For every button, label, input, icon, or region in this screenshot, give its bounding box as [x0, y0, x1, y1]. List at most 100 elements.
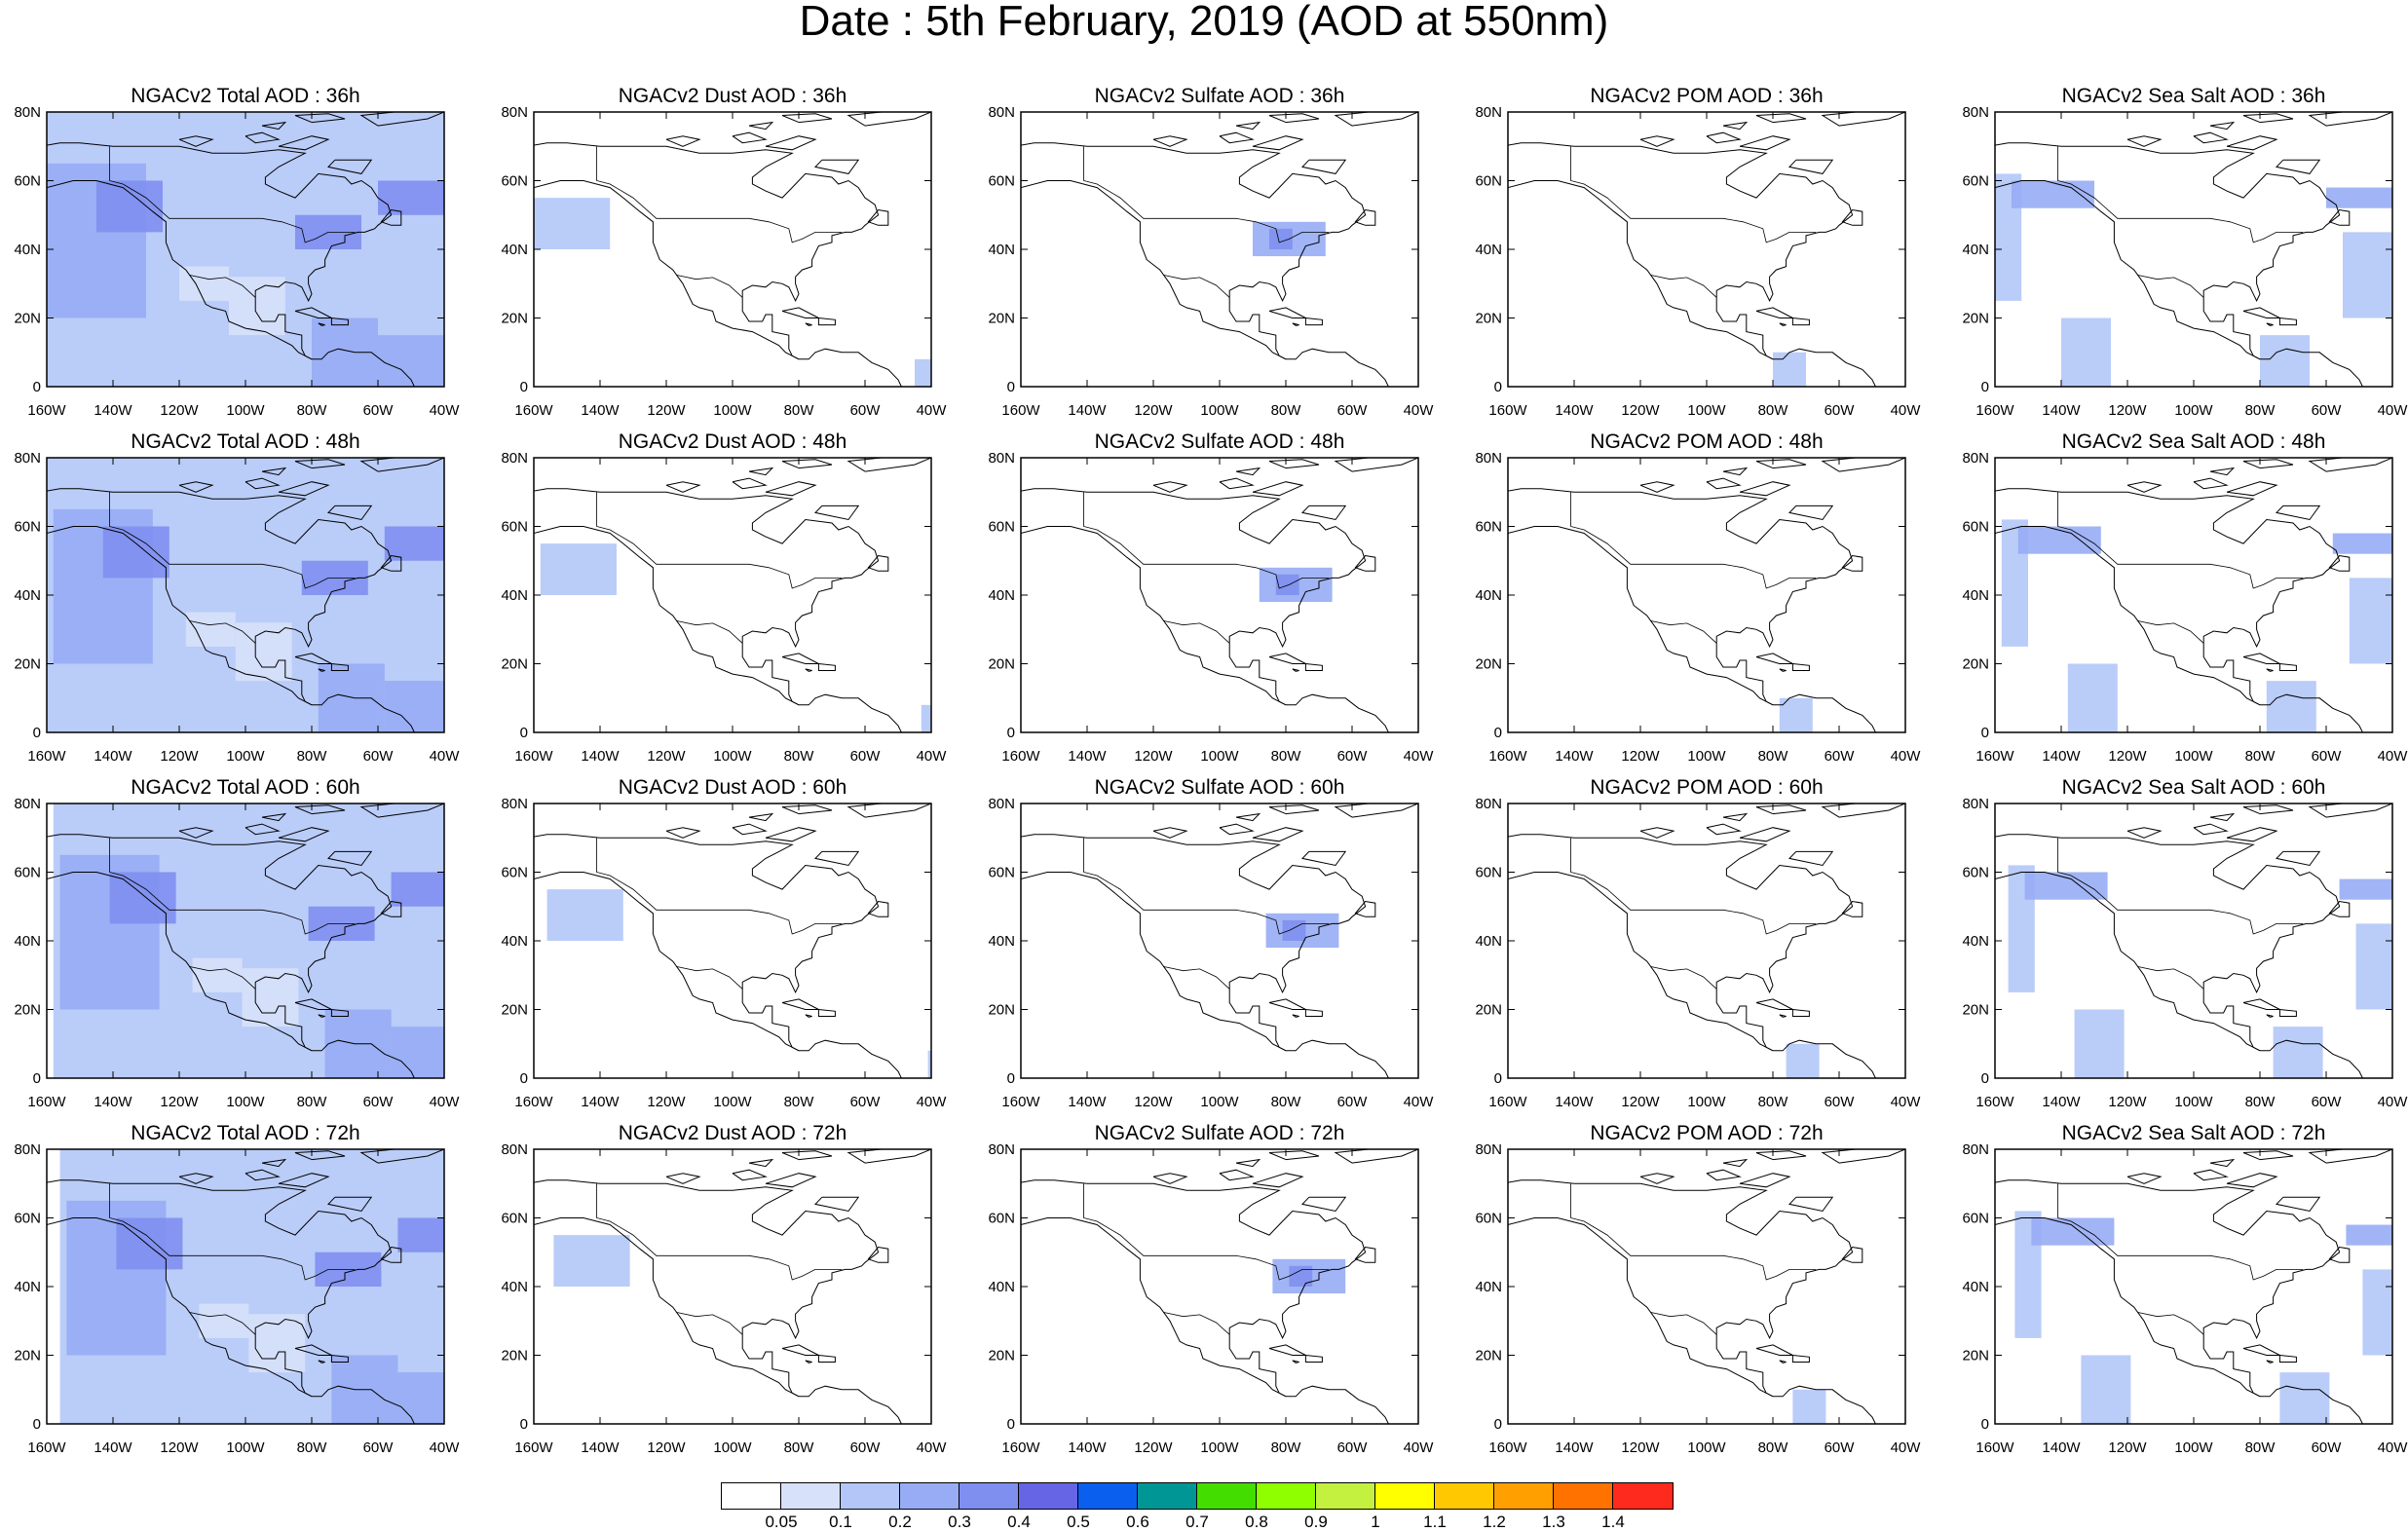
- lat-tick-label: 0: [1494, 379, 1502, 395]
- aod-patch: [553, 1235, 630, 1287]
- island-outline: [1791, 318, 1810, 326]
- island-outline: [748, 467, 774, 476]
- aod-field: [1265, 913, 1339, 949]
- island-outline: [1292, 1360, 1299, 1364]
- colorbar-tick-label: 1.2: [1483, 1513, 1506, 1531]
- lon-tick-label: 160W: [1975, 1439, 2014, 1456]
- us-canada-border: [1570, 1183, 1817, 1281]
- panel-title: NGACv2 POM AOD : 36h: [1590, 85, 1823, 107]
- island-outline: [1706, 477, 1742, 490]
- aod-field: [540, 543, 931, 732]
- us-mexico-border: [1163, 620, 1230, 644]
- island-outline: [732, 131, 768, 144]
- lon-tick-label: 160W: [514, 1439, 553, 1456]
- island-outline: [781, 459, 833, 469]
- lat-tick-label: 60N: [1962, 519, 1989, 536]
- lat-tick-label: 80N: [14, 104, 41, 121]
- coastline-east: [1021, 142, 1367, 360]
- island-outline: [261, 812, 287, 822]
- island-outline: [1755, 804, 1807, 815]
- coastline-west: [1508, 872, 1876, 1078]
- colorbar-labels: 0.05 0.1 0.2 0.3 0.4 0.5 0.6 0.7 0.8 0.9 1 1.1 1.2 1.…: [721, 1513, 1690, 1531]
- panel-title: NGACv2 Total AOD : 36h: [131, 85, 359, 107]
- lat-tick-label: 0: [1007, 1416, 1015, 1433]
- aod-field: [1792, 1389, 1826, 1424]
- map-panel: NGACv2 Sea Salt AOD : 36h 80N 60N 40N 20N 0 16…: [1962, 85, 2408, 419]
- lat-tick-label: 80N: [14, 1141, 41, 1158]
- island-outline: [814, 1196, 860, 1213]
- island-outline: [1354, 554, 1376, 572]
- us-canada-border: [1570, 838, 1817, 935]
- lat-tick-label: 0: [33, 1070, 41, 1087]
- coastline: [1508, 1149, 1905, 1424]
- us-mexico-border: [1650, 966, 1717, 990]
- lon-tick-label: 120W: [1134, 748, 1173, 765]
- map-panel: NGACv2 Sulfate AOD : 48h 80N 60N 40N 20N 0 160…: [988, 430, 1434, 765]
- island-outline: [2278, 1355, 2297, 1363]
- lat-tick-label: 20N: [1475, 311, 1502, 327]
- aod-field: [1786, 1043, 1820, 1078]
- aod-patch: [546, 889, 623, 941]
- lon-tick-label: 140W: [2042, 1439, 2081, 1456]
- aod-patch: [2273, 1027, 2323, 1078]
- island-outline: [318, 1014, 325, 1018]
- aod-patch: [934, 1397, 958, 1424]
- colorbar-tick-label: 0.7: [1185, 1513, 1209, 1531]
- coastline: [1508, 112, 1905, 387]
- colorbar-swatch: [722, 1483, 781, 1509]
- island-outline: [1779, 322, 1787, 326]
- us-canada-border: [2057, 1183, 2304, 1281]
- lon-tick-label: 100W: [226, 1439, 265, 1456]
- lat-tick-label: 60N: [988, 173, 1015, 190]
- island-outline: [318, 1360, 325, 1364]
- lat-tick-label: 80N: [988, 104, 1015, 121]
- island-outline: [1639, 1173, 1675, 1184]
- colorbar-swatch: [1257, 1483, 1316, 1509]
- island-outline: [817, 1355, 836, 1363]
- island-outline: [2328, 900, 2351, 917]
- island-outline: [1788, 159, 1834, 174]
- coastline-east: [1995, 834, 2341, 1052]
- lon-tick-label: 60W: [363, 1439, 395, 1456]
- lon-tick-label: 140W: [1555, 1439, 1594, 1456]
- us-mexico-border: [1163, 966, 1230, 990]
- aod-patch: [2061, 318, 2111, 387]
- lon-tick-label: 120W: [1621, 402, 1660, 419]
- lon-tick-label: 40W: [1404, 1094, 1435, 1110]
- lon-tick-label: 120W: [2108, 402, 2147, 419]
- island-outline: [327, 504, 373, 521]
- colorbar-tick-label: 0.05: [765, 1513, 798, 1531]
- lat-tick-label: 80N: [1962, 1141, 1989, 1158]
- lat-tick-label: 20N: [1475, 1348, 1502, 1364]
- map-panel: NGACv2 Sulfate AOD : 72h 80N 60N 40N 20N 0 160…: [988, 1122, 1434, 1456]
- island-outline: [318, 322, 325, 326]
- lat-tick-label: 20N: [988, 656, 1015, 673]
- island-outline: [817, 1009, 836, 1017]
- aod-field: [1773, 352, 1806, 387]
- aod-field: [2014, 1211, 2392, 1424]
- us-canada-border: [2057, 146, 2304, 243]
- lon-tick-label: 60W: [363, 402, 395, 419]
- coastline: [534, 803, 931, 1078]
- lon-tick-label: 80W: [297, 748, 328, 765]
- us-mexico-border: [2137, 966, 2204, 990]
- island-outline: [2242, 113, 2294, 124]
- island-outline: [1301, 850, 1347, 867]
- colorbar-swatch: [1613, 1483, 1673, 1509]
- lat-tick-label: 40N: [14, 933, 41, 950]
- lat-tick-label: 20N: [1475, 656, 1502, 673]
- panel-title: NGACv2 Sulfate AOD : 48h: [1095, 430, 1345, 453]
- coastline-east: [47, 834, 393, 1052]
- coastline-west: [1021, 526, 1389, 732]
- colorbar-tick-label: 0.9: [1304, 1513, 1328, 1531]
- island-outline: [2266, 1014, 2274, 1018]
- coastline: [1995, 1149, 2392, 1424]
- lon-tick-label: 40W: [917, 748, 948, 765]
- us-mexico-border: [189, 620, 256, 644]
- coastline-east: [1995, 488, 2341, 706]
- island-outline: [294, 113, 346, 124]
- island-outline: [1841, 900, 1863, 917]
- lon-tick-label: 80W: [2245, 1094, 2276, 1110]
- lon-tick-label: 160W: [514, 402, 553, 419]
- island-outline: [330, 663, 349, 671]
